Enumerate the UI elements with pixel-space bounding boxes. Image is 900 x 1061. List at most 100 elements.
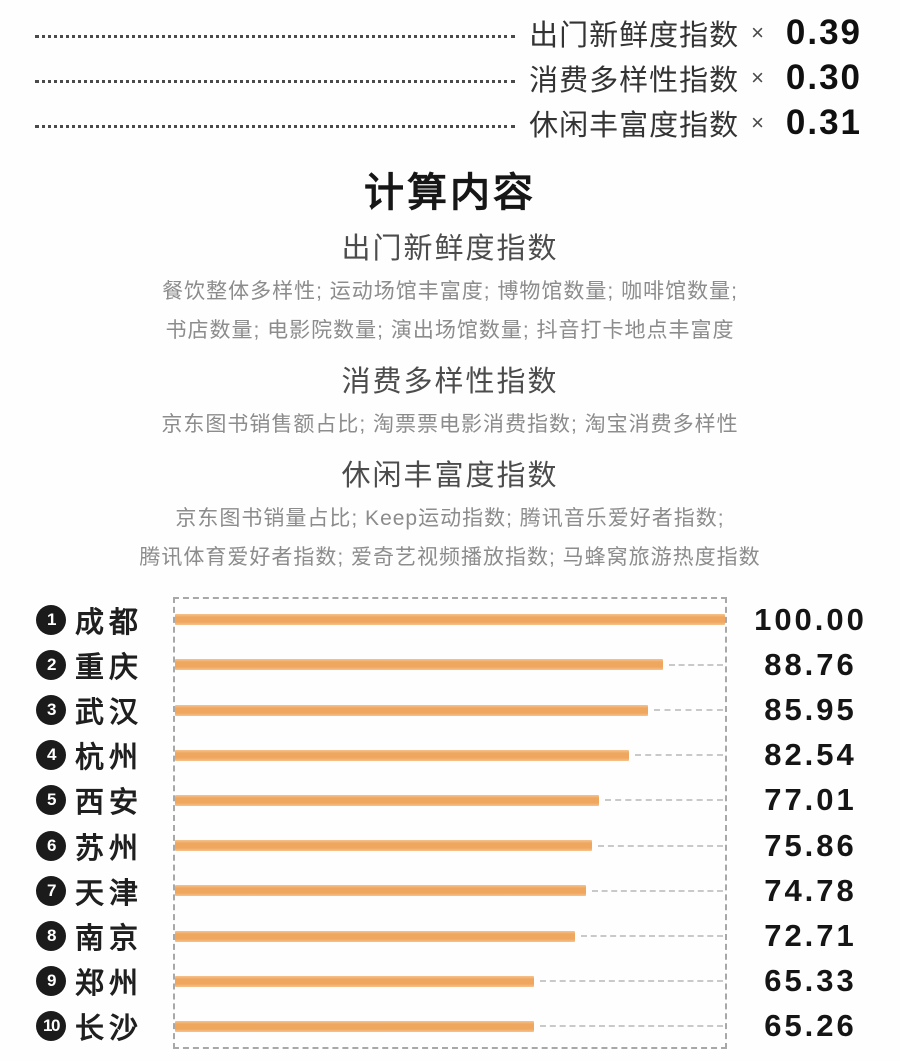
bar-track: [173, 778, 727, 823]
chart-row: 9 郑州 65.33: [0, 959, 900, 1004]
bar: [175, 930, 575, 942]
leader-line: [580, 935, 723, 938]
subsection-heading: 消费多样性指数: [341, 366, 559, 398]
calc-subsection-leisure: 休闲丰富度指数 京东图书销量占比; Keep运动指数; 腾讯音乐爱好者指数; 腾…: [0, 458, 900, 577]
rank-label-group: 2 重庆: [0, 644, 173, 686]
weight-value: 0.31: [785, 102, 862, 142]
calculation-section: 计算内容 出门新鲜度指数 餐饮整体多样性; 运动场馆丰富度; 博物馆数量; 咖啡…: [0, 169, 900, 577]
subsection-lines: 餐饮整体多样性; 运动场馆丰富度; 博物馆数量; 咖啡馆数量; 书店数量; 电影…: [0, 272, 900, 350]
city-label: 西安: [75, 787, 144, 820]
multiply-sign: ×: [751, 19, 764, 45]
subsection-line: 书店数量; 电影院数量; 演出场馆数量; 抖音打卡地点丰富度: [165, 319, 735, 342]
bar: [175, 1020, 534, 1032]
rank-badge: 3: [36, 695, 66, 725]
rank-badge: 2: [36, 649, 66, 680]
weight-row-consumption: 消费多样性指数 × 0.30: [0, 55, 900, 100]
weight-label: 休闲丰富度指数: [529, 109, 740, 142]
value-label: 85.95: [764, 692, 857, 727]
section-title: 计算内容: [364, 171, 536, 215]
chart-row: 8 南京 72.71: [0, 913, 900, 958]
bar: [175, 749, 629, 761]
subsection-line: 京东图书销量占比; Keep运动指数; 腾讯音乐爱好者指数;: [175, 507, 725, 530]
value-label: 82.54: [764, 737, 857, 773]
dotted-leader-line: [35, 80, 516, 83]
subsection-heading: 出门新鲜度指数: [341, 233, 559, 265]
bar-track: [173, 868, 727, 913]
weight-label: 消费多样性指数: [529, 64, 740, 97]
rank-label-group: 6 苏州: [0, 825, 173, 867]
chart-row: 3 武汉 85.95: [0, 687, 900, 732]
rank-label-group: 1 成都: [0, 599, 173, 641]
city-label: 苏州: [75, 832, 144, 865]
subsection-line: 腾讯体育爱好者指数; 爱奇艺视频播放指数; 马蜂窝旅游热度指数: [139, 546, 761, 569]
chart-row: 4 杭州 82.54: [0, 733, 900, 778]
rank-badge: 5: [36, 785, 66, 816]
dotted-leader-line: [35, 125, 516, 128]
chart-row: 7 天津 74.78: [0, 868, 900, 913]
city-ranking-bar-chart: 1 成都 100.00 2 重庆 88.76 3 武汉 85.95: [0, 597, 900, 1049]
bar-track: [173, 913, 727, 958]
subsection-lines: 京东图书销售额占比; 淘票票电影消费指数; 淘宝消费多样性: [0, 405, 900, 444]
bar: [175, 794, 599, 806]
chart-row: 10 长沙 65.26: [0, 1004, 900, 1049]
leader-line: [539, 1025, 723, 1028]
leader-line: [598, 844, 723, 847]
weight-label: 出门新鲜度指数: [529, 19, 740, 52]
index-weights-section: 出门新鲜度指数 × 0.39 消费多样性指数 × 0.30 休闲丰富度指数 × …: [0, 0, 900, 145]
rank-label-group: 4 杭州: [0, 734, 173, 776]
rank-badge: 8: [36, 921, 66, 952]
rank-label-group: 5 西安: [0, 779, 173, 821]
leader-line: [669, 663, 723, 666]
value-label: 74.78: [764, 872, 857, 908]
city-label: 郑州: [75, 968, 144, 1001]
rank-badge: 4: [36, 740, 66, 771]
value-label: 100.00: [754, 601, 867, 637]
chart-row: 5 西安 77.01: [0, 778, 900, 823]
weight-row-leisure: 休闲丰富度指数 × 0.31: [0, 100, 900, 145]
chart-row: 1 成都 100.00: [0, 597, 900, 642]
city-label: 南京: [75, 923, 144, 956]
value-label: 88.76: [764, 646, 857, 682]
bar-track: [173, 642, 727, 687]
calc-subsection-consumption: 消费多样性指数 京东图书销售额占比; 淘票票电影消费指数; 淘宝消费多样性: [0, 364, 900, 444]
rank-badge: 7: [36, 875, 66, 906]
value-label: 65.33: [764, 963, 857, 999]
bar-track: [173, 959, 727, 1004]
city-label: 重庆: [75, 651, 144, 684]
bar-track: [173, 823, 727, 868]
value-label: 77.01: [764, 782, 857, 818]
weight-value: 0.39: [785, 12, 862, 52]
rank-badge: 6: [36, 830, 66, 861]
subsection-heading: 休闲丰富度指数: [341, 460, 559, 492]
bar: [175, 885, 587, 897]
bar-track: [173, 687, 727, 732]
bar-track: [173, 597, 727, 642]
rank-badge: 1: [36, 604, 66, 635]
rank-badge: 10: [36, 1011, 66, 1042]
leader-line: [592, 889, 723, 892]
city-label: 杭州: [75, 742, 144, 775]
rank-label-group: 10 长沙: [0, 1005, 173, 1047]
dotted-leader-line: [35, 35, 516, 38]
leader-line: [604, 799, 723, 802]
rank-label-group: 7 天津: [0, 870, 173, 912]
leader-line: [634, 754, 723, 757]
city-label: 长沙: [75, 1013, 144, 1046]
subsection-line: 京东图书销售额占比; 淘票票电影消费指数; 淘宝消费多样性: [161, 413, 739, 436]
multiply-sign: ×: [751, 109, 764, 135]
rank-label-group: 9 郑州: [0, 960, 173, 1002]
chart-row: 6 苏州 75.86: [0, 823, 900, 868]
bar: [175, 975, 535, 987]
bar: [175, 704, 648, 716]
weight-value: 0.30: [785, 57, 862, 97]
rank-label-group: 3 武汉: [0, 689, 173, 731]
city-label: 武汉: [75, 697, 144, 729]
bar: [175, 840, 593, 852]
city-label: 天津: [75, 877, 144, 910]
subsection-lines: 京东图书销量占比; Keep运动指数; 腾讯音乐爱好者指数; 腾讯体育爱好者指数…: [0, 499, 900, 577]
calc-subsection-fresh: 出门新鲜度指数 餐饮整体多样性; 运动场馆丰富度; 博物馆数量; 咖啡馆数量; …: [0, 231, 900, 350]
rank-label-group: 8 南京: [0, 915, 173, 957]
multiply-sign: ×: [751, 64, 764, 90]
rank-badge: 9: [36, 966, 66, 997]
